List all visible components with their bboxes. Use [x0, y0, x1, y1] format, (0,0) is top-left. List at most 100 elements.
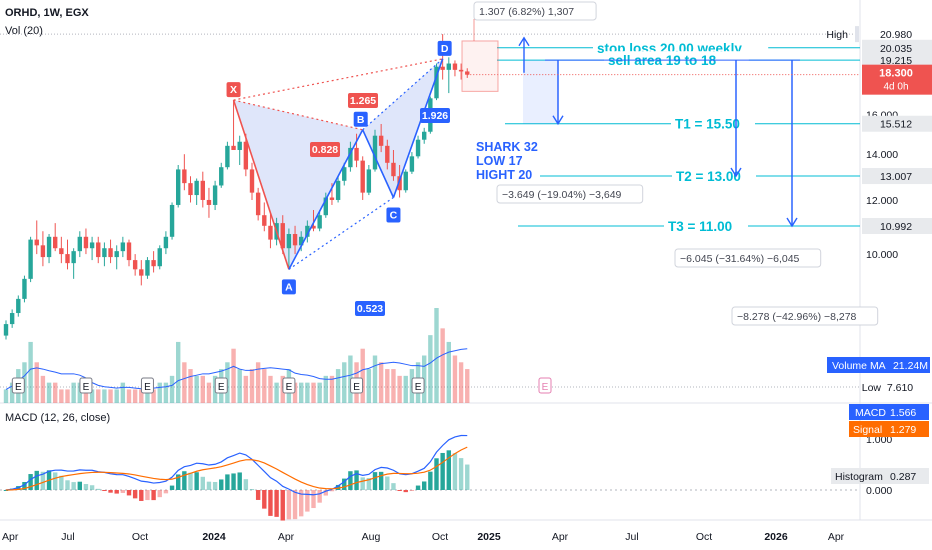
- candle-body: [385, 145, 390, 163]
- ratio-xd: 1.265: [350, 95, 376, 107]
- candle-body: [169, 204, 175, 237]
- candle-body: [415, 139, 421, 157]
- histogram-value: 0.287: [890, 471, 916, 483]
- macd-legend: MACD (12, 26, close): [5, 412, 111, 424]
- volume-ma-label: Volume MA: [832, 360, 886, 372]
- earnings-marker-box: [350, 377, 364, 394]
- candle-body: [89, 242, 95, 249]
- volume-bar: [452, 355, 458, 403]
- candle-body: [22, 278, 27, 299]
- volume-bar: [132, 389, 138, 403]
- pattern-fill-bcd: [362, 58, 443, 198]
- macd-value: 1.566: [890, 407, 916, 419]
- candle-body: [329, 197, 335, 200]
- ratio-ac-box: [355, 301, 385, 316]
- volume-bar: [139, 389, 144, 403]
- histogram-bar: [59, 475, 64, 490]
- candle-body: [403, 171, 408, 191]
- target2-text-bg: [672, 167, 756, 185]
- histogram-bar: [274, 490, 279, 517]
- volume-bar: [34, 362, 39, 403]
- volume-bar: [317, 382, 322, 403]
- candle-body: [378, 135, 384, 146]
- histogram-bar: [3, 490, 9, 491]
- candle-body: [360, 160, 365, 193]
- volume-bar: [274, 382, 279, 403]
- candle-body: [440, 66, 445, 70]
- candle-body: [16, 298, 21, 314]
- candle-body: [452, 63, 458, 70]
- histogram-bar: [65, 480, 70, 490]
- volume-bar: [237, 369, 242, 403]
- volume-bar: [28, 341, 33, 403]
- shark-note-line: SHARK 32: [476, 140, 538, 154]
- candle-body: [34, 239, 39, 246]
- volume-bar: [428, 335, 433, 403]
- volume-bar: [465, 369, 470, 403]
- volume-bar: [458, 362, 464, 403]
- leg-bc: [361, 129, 395, 198]
- volume-bar: [305, 382, 310, 403]
- candle-body: [249, 169, 255, 193]
- high-value-label-bg: [862, 26, 932, 43]
- histogram-bar: [378, 471, 384, 490]
- candle-body: [268, 225, 273, 240]
- earnings-marker-label: E: [542, 382, 549, 393]
- histogram-bar: [237, 472, 242, 490]
- volume-bar: [323, 375, 328, 403]
- candle-body: [71, 251, 76, 264]
- signal-value-bg: [849, 421, 929, 437]
- volume-bar: [53, 382, 58, 403]
- pattern-point-label: D: [441, 43, 449, 55]
- earnings-marker-label: E: [218, 382, 225, 393]
- volume-bar: [385, 369, 390, 403]
- histogram-bar: [465, 464, 470, 490]
- volume-bar: [434, 308, 439, 403]
- leg-ac-ratio: [288, 197, 394, 270]
- histogram-bar: [292, 490, 298, 520]
- histogram-bar: [262, 490, 267, 509]
- stop-value-label-bg: [862, 39, 932, 56]
- histogram-bar: [335, 484, 341, 490]
- earnings-marker-box: [11, 377, 25, 394]
- volume-bar: [157, 382, 162, 403]
- candle-body: [28, 239, 33, 279]
- candle-body: [77, 236, 82, 252]
- t1-value-label: 15.512: [880, 119, 912, 131]
- volume-bar: [102, 389, 107, 403]
- candle-body: [323, 197, 328, 216]
- stop-value-label: 20.035: [880, 43, 912, 55]
- candle-body: [194, 180, 199, 196]
- earnings-marker-box: [282, 377, 296, 394]
- candle-body: [53, 236, 58, 249]
- candle-body: [317, 215, 322, 229]
- t1-value-label-bg: [862, 115, 932, 132]
- candle-body: [200, 180, 205, 200]
- histogram-bar: [22, 481, 27, 490]
- histogram-bar: [360, 477, 365, 490]
- histogram-bar: [323, 490, 328, 496]
- signal-line: [5, 446, 468, 491]
- volume-bar: [96, 389, 101, 403]
- candle-body: [182, 169, 187, 184]
- target2-text: T2 = 13.00: [676, 169, 741, 184]
- pattern-point-box: [386, 207, 401, 223]
- candle-body: [126, 242, 132, 261]
- earnings-marker-box: [411, 377, 425, 394]
- candle-body: [422, 131, 427, 140]
- measure3-label-box: [731, 306, 879, 326]
- candle-body: [120, 242, 126, 252]
- volume-bar: [163, 382, 169, 403]
- measure2-label: −6.045 (−31.64%) −6,045: [680, 253, 800, 265]
- top-measure-label: 1.307 (6.82%) 1,307: [479, 6, 574, 18]
- candle-body: [108, 248, 113, 258]
- time-tick-label: Apr: [828, 531, 845, 543]
- candle-body: [65, 254, 70, 264]
- earnings-marker-label: E: [353, 382, 360, 393]
- time-tick-label: Jul: [625, 531, 638, 543]
- histogram-bar: [354, 470, 359, 490]
- earnings-marker-label: E: [15, 382, 22, 393]
- volume-bar: [188, 369, 193, 403]
- histogram-bar: [96, 488, 101, 490]
